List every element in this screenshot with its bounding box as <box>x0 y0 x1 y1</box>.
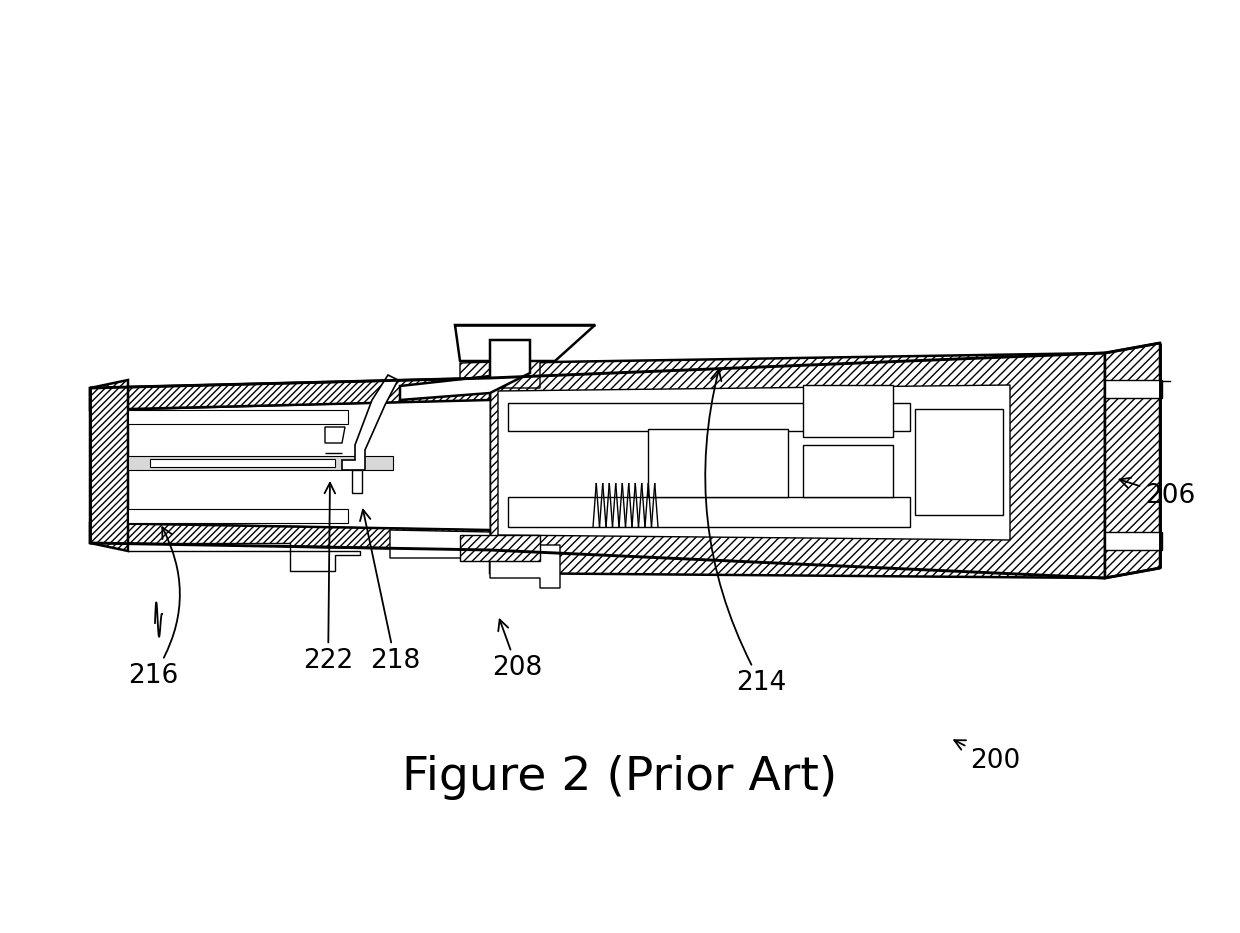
Text: 200: 200 <box>955 740 1021 774</box>
Polygon shape <box>91 378 490 410</box>
Text: 222: 222 <box>303 482 353 674</box>
Polygon shape <box>460 535 539 561</box>
Polygon shape <box>325 427 345 443</box>
Text: 214: 214 <box>706 369 786 696</box>
Polygon shape <box>91 380 128 551</box>
Bar <box>128 410 348 424</box>
Polygon shape <box>401 340 529 400</box>
Text: 208: 208 <box>492 620 542 681</box>
Polygon shape <box>352 470 362 493</box>
Polygon shape <box>391 530 560 588</box>
Bar <box>508 403 910 431</box>
Bar <box>804 445 893 497</box>
Text: 218: 218 <box>360 509 420 674</box>
Bar <box>804 385 893 437</box>
Bar <box>1105 532 1162 550</box>
Text: 216: 216 <box>128 527 180 689</box>
Bar <box>649 429 787 497</box>
Bar <box>1105 380 1162 398</box>
Bar <box>915 409 1003 515</box>
Text: 206: 206 <box>1120 478 1195 509</box>
Bar <box>150 459 335 467</box>
Polygon shape <box>455 325 595 361</box>
Text: Figure 2 (Prior Art): Figure 2 (Prior Art) <box>402 756 838 801</box>
Polygon shape <box>342 375 398 470</box>
Bar <box>128 509 348 523</box>
Polygon shape <box>498 385 1011 540</box>
Polygon shape <box>91 523 490 550</box>
Bar <box>128 456 393 470</box>
Polygon shape <box>460 361 539 388</box>
Polygon shape <box>128 543 360 571</box>
Polygon shape <box>490 353 1105 578</box>
Polygon shape <box>1105 343 1159 578</box>
Bar <box>508 497 910 527</box>
Polygon shape <box>128 400 490 530</box>
